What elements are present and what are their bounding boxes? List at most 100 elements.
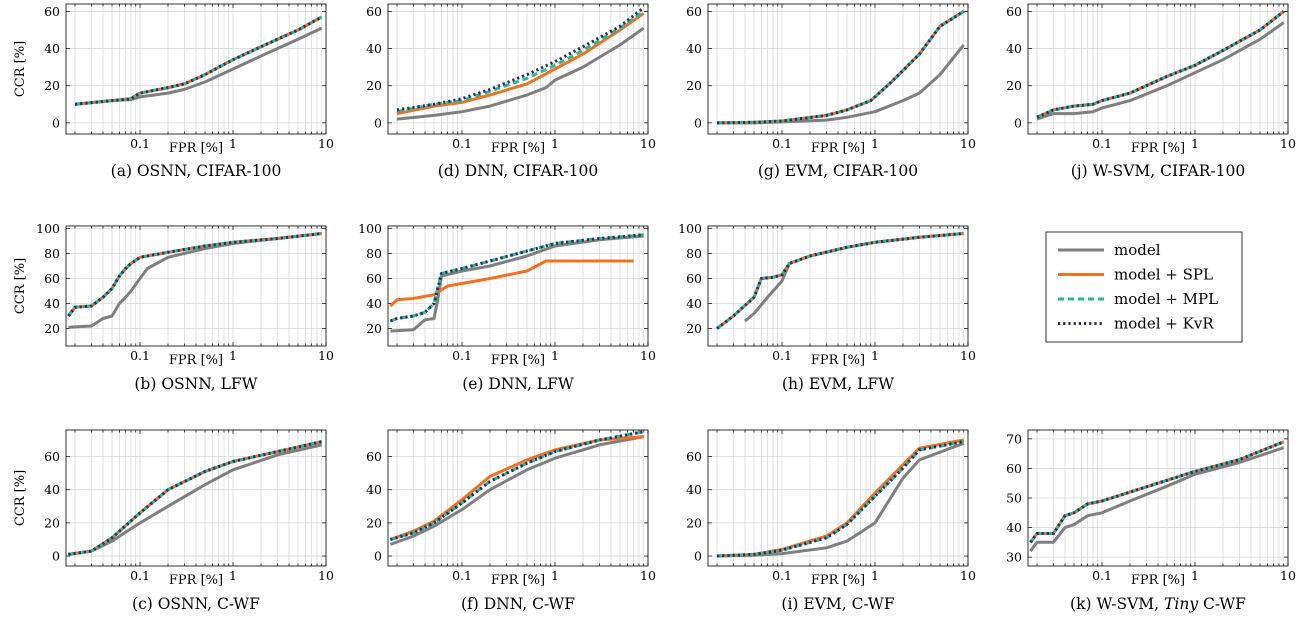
subplot-caption: (g) EVM, CIFAR-100	[758, 162, 918, 180]
axes-frame	[707, 3, 969, 135]
x-tick-label: 1	[871, 136, 879, 151]
x-tick-label: 0.1	[1092, 568, 1112, 583]
y-tick-label: 80	[686, 246, 702, 261]
series-group	[716, 232, 964, 330]
x-tick-label: 0.1	[130, 348, 150, 363]
y-tick-label: 40	[44, 296, 60, 311]
x-tick-label: 1	[1191, 568, 1199, 583]
y-tick-label: 20	[366, 515, 382, 530]
series-group	[74, 15, 323, 106]
y-tick-label: 0	[374, 115, 382, 130]
y-tick-label: 20	[44, 321, 60, 336]
axes-frame	[387, 225, 649, 347]
x-tick-label: 0.1	[130, 136, 150, 151]
x-tick-label: 10	[640, 136, 656, 151]
series-group	[68, 440, 323, 556]
x-tick-label: 1	[551, 568, 559, 583]
y-tick-label: 60	[1006, 4, 1022, 19]
subplot-g: 0.1 1 10 0 20 40 60 FPR [%] (g) EVM, CIFAR-100	[686, 3, 976, 180]
y-axis-label: CCR [%]	[13, 258, 28, 314]
caption-part: C-WF	[1198, 595, 1246, 613]
x-tick-label: 1	[229, 568, 237, 583]
y-tick-label: 60	[686, 449, 702, 464]
subplot-c: 0.1 1 10 0 20 40 60 FPR [%] CCR [%] (c) OSNN, C-W…	[13, 429, 334, 613]
x-tick-label: 10	[640, 568, 656, 583]
series-line-model-kvr	[716, 232, 964, 330]
subplot-caption: (c) OSNN, C-WF	[132, 595, 260, 613]
y-tick-label: 60	[686, 271, 702, 286]
series-group	[716, 10, 965, 125]
axes-frame	[65, 225, 327, 347]
series-group	[1029, 440, 1285, 553]
y-tick-label: 40	[686, 482, 702, 497]
subplot-caption: (e) DNN, LFW	[462, 375, 574, 393]
y-tick-label: 0	[374, 549, 382, 564]
y-tick-label: 40	[366, 296, 382, 311]
series-line-model	[396, 26, 645, 121]
axes-frame	[707, 225, 969, 347]
y-tick-label: 40	[686, 296, 702, 311]
caption-part: (k) W-SVM,	[1070, 595, 1164, 613]
subplot-caption: (f) DNN, C-WF	[461, 595, 575, 613]
series-line-model-mpl	[396, 10, 645, 114]
x-axis-label: FPR [%]	[169, 141, 223, 156]
x-axis-label: FPR [%]	[169, 573, 223, 588]
y-tick-label: 40	[366, 41, 382, 56]
legend-entry: model	[1058, 241, 1161, 259]
series-line-model-kvr	[68, 440, 323, 556]
y-tick-label: 0	[694, 549, 702, 564]
x-axis-label: FPR [%]	[491, 573, 545, 588]
series-line-model	[390, 234, 644, 333]
x-tick-label: 1	[1191, 136, 1199, 151]
x-axis-label: FPR [%]	[491, 141, 545, 156]
y-tick-label: 40	[44, 41, 60, 56]
x-tick-label: 0.1	[1092, 136, 1112, 151]
series-line-model	[716, 441, 965, 558]
axes-frame	[1027, 3, 1289, 135]
x-tick-label: 10	[640, 348, 656, 363]
x-tick-label: 1	[871, 348, 879, 363]
subplot-k: 0.1 1 10 30 40 50 60 70 FPR [%] (k) W-SVM, Tiny C…	[1006, 429, 1296, 613]
x-tick-label: 10	[960, 568, 976, 583]
grid	[708, 226, 969, 346]
series-line-model-kvr	[389, 233, 644, 323]
y-tick-label: 60	[366, 271, 382, 286]
series-group	[716, 438, 965, 558]
y-tick-label: 80	[366, 246, 382, 261]
y-tick-label: 60	[44, 4, 60, 19]
y-tick-label: 70	[1006, 431, 1022, 446]
subplot-caption: (k) W-SVM, Tiny C-WF	[1070, 595, 1246, 613]
series-line-model-spl	[68, 440, 323, 556]
y-tick-label: 40	[1006, 41, 1022, 56]
grid	[66, 226, 327, 346]
y-tick-label: 60	[44, 449, 60, 464]
x-tick-label: 0.1	[452, 136, 472, 151]
series-group	[389, 430, 644, 546]
y-tick-label: 20	[44, 515, 60, 530]
grid	[388, 430, 649, 566]
axes-frame	[65, 3, 327, 135]
x-tick-label: 10	[318, 136, 334, 151]
x-axis-label: FPR [%]	[811, 141, 865, 156]
series-group	[389, 233, 644, 333]
series-group	[1036, 10, 1285, 121]
y-tick-label: 100	[36, 221, 60, 236]
legend: model model + SPL model + MPL model + KvR	[1045, 231, 1243, 343]
series-line-model	[389, 435, 644, 546]
y-tick-label: 50	[1006, 491, 1022, 506]
x-tick-label: 0.1	[452, 568, 472, 583]
x-tick-label: 1	[871, 568, 879, 583]
series-line-model	[68, 443, 323, 556]
grid	[66, 4, 327, 134]
x-tick-label: 0.1	[452, 348, 472, 363]
y-tick-label: 0	[52, 549, 60, 564]
y-tick-label: 20	[1006, 78, 1022, 93]
series-group	[396, 6, 645, 121]
y-tick-label: 20	[686, 78, 702, 93]
axes-frame	[1027, 429, 1289, 567]
legend-entry: model + MPL	[1058, 290, 1218, 308]
legend-label: model + SPL	[1114, 266, 1213, 284]
y-tick-label: 0	[52, 115, 60, 130]
grid	[1028, 430, 1289, 566]
